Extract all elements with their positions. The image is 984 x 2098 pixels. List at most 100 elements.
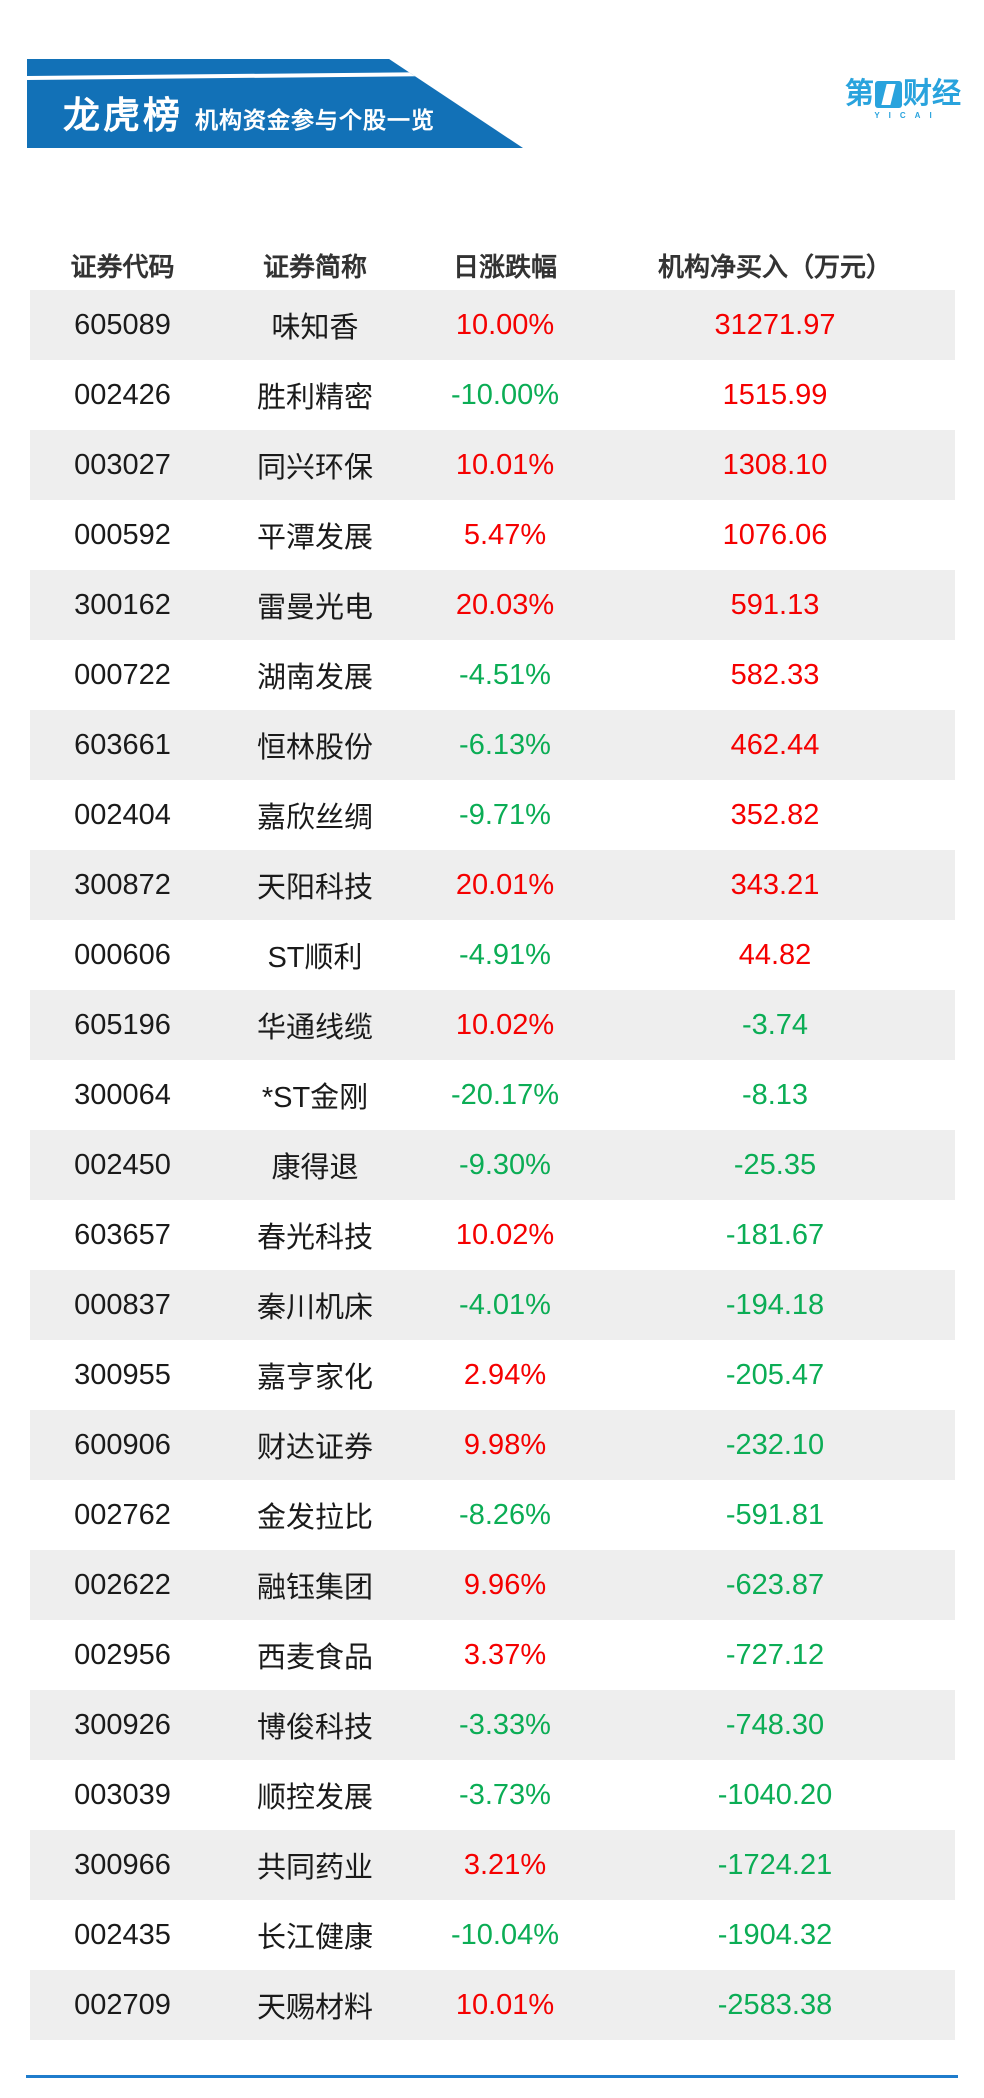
cell-code: 300064: [74, 1078, 171, 1111]
cell-code: 603661: [74, 728, 171, 761]
table-row: 002956 西麦食品 3.37% -727.12: [30, 1620, 955, 1690]
cell-code: 002622: [74, 1568, 171, 1601]
cell-change: -20.17%: [450, 1078, 559, 1111]
table-row: 003039 顺控发展 -3.73% -1040.20: [30, 1760, 955, 1830]
cell-change: 9.96%: [463, 1568, 547, 1601]
cell-change: -9.71%: [459, 798, 551, 831]
cell-code: 300162: [74, 588, 171, 621]
cell-net: -1040.20: [717, 1778, 833, 1811]
cell-code: 002435: [74, 1918, 171, 1951]
cell-net: -181.67: [725, 1218, 825, 1251]
cell-code: 000722: [74, 658, 171, 691]
cell-name: 嘉亨家化: [256, 1362, 373, 1394]
cell-change: -4.91%: [459, 938, 551, 971]
banner-text: 龙虎榜 机构资金参与个股一览: [63, 85, 435, 139]
cell-name: 康得退: [271, 1152, 359, 1184]
cell-change: 2.94%: [463, 1358, 547, 1391]
table-header-row: 证券代码 证券简称 日涨跌幅 机构净买入（万元）: [30, 240, 955, 290]
cell-code: 300872: [74, 868, 171, 901]
cell-code: 600906: [74, 1428, 171, 1461]
banner-subtitle: 机构资金参与个股一览: [195, 107, 435, 133]
table-row: 605196 华通线缆 10.02% -3.74: [30, 990, 955, 1060]
yicai-logo-text: 第 财经: [843, 80, 963, 109]
banner: 龙虎榜 机构资金参与个股一览: [27, 59, 523, 148]
column-header-name: 证券简称: [262, 251, 367, 282]
cell-net: -232.10: [725, 1428, 825, 1461]
cell-net: -194.18: [725, 1288, 825, 1321]
cell-code: 002956: [74, 1638, 171, 1671]
cell-name: 胜利精密: [256, 382, 373, 414]
cell-net: -3.74: [741, 1008, 809, 1041]
cell-net: 1076.06: [722, 518, 828, 551]
cell-change: -3.33%: [459, 1708, 551, 1741]
table-row: 000837 秦川机床 -4.01% -194.18: [30, 1270, 955, 1340]
cell-code: 605196: [74, 1008, 171, 1041]
cell-name: 博俊科技: [256, 1712, 373, 1744]
cell-name: 财达证券: [256, 1432, 373, 1464]
cell-code: 002762: [74, 1498, 171, 1531]
table-row: 603661 恒林股份 -6.13% 462.44: [30, 710, 955, 780]
cell-change: 20.01%: [455, 868, 555, 901]
cell-change: 3.21%: [463, 1848, 547, 1881]
table-row: 603657 春光科技 10.02% -181.67: [30, 1200, 955, 1270]
column-header-change: 日涨跌幅: [452, 251, 557, 282]
cell-change: 20.03%: [455, 588, 555, 621]
cell-name: 华通线缆: [256, 1012, 373, 1044]
cell-name: 味知香: [271, 312, 359, 344]
cell-change: 10.00%: [455, 308, 555, 341]
table-row: 003027 同兴环保 10.01% 1308.10: [30, 430, 955, 500]
cell-change: -8.26%: [459, 1498, 551, 1531]
cell-name: 雷曼光电: [256, 592, 373, 624]
yicai-logo: 第 财经 YICAI: [843, 80, 963, 121]
cell-name: ST顺利: [267, 942, 363, 974]
table-row: 300926 博俊科技 -3.33% -748.30: [30, 1690, 955, 1760]
cell-net: 1515.99: [722, 378, 828, 411]
cell-change: 5.47%: [463, 518, 547, 551]
cell-net: -2583.38: [717, 1988, 833, 2021]
cell-name: 金发拉比: [256, 1502, 373, 1534]
table-row: 300872 天阳科技 20.01% 343.21: [30, 850, 955, 920]
cell-name: 春光科技: [256, 1222, 373, 1254]
cell-name: 同兴环保: [256, 452, 373, 484]
cell-code: 000606: [74, 938, 171, 971]
banner-stripe: [27, 71, 523, 80]
cell-change: 10.01%: [455, 1988, 555, 2021]
table-row: 300064 *ST金刚 -20.17% -8.13: [30, 1060, 955, 1130]
cell-net: 44.82: [738, 938, 812, 971]
table-row: 600906 财达证券 9.98% -232.10: [30, 1410, 955, 1480]
cell-change: -4.01%: [459, 1288, 551, 1321]
logo-char-rest: 财经: [903, 78, 962, 110]
cell-change: -3.73%: [459, 1778, 551, 1811]
cell-net: -1724.21: [717, 1848, 833, 1881]
cell-name: 湖南发展: [256, 662, 373, 694]
cell-code: 300966: [74, 1848, 171, 1881]
cell-code: 003039: [74, 1778, 171, 1811]
cell-name: 天阳科技: [256, 872, 373, 904]
table-row: 300966 共同药业 3.21% -1724.21: [30, 1830, 955, 1900]
cell-name: 融钰集团: [256, 1572, 373, 1604]
banner-title: 龙虎榜: [63, 95, 183, 136]
stock-table: 证券代码 证券简称 日涨跌幅 机构净买入（万元） 605089 味知香 10.0…: [30, 240, 955, 2040]
table-row: 300162 雷曼光电 20.03% 591.13: [30, 570, 955, 640]
logo-subtext: YICAI: [874, 111, 941, 120]
column-header-code: 证券代码: [70, 251, 175, 282]
cell-net: 582.33: [730, 658, 820, 691]
yicai-logo-mark-icon: [875, 81, 902, 108]
table-row: 002404 嘉欣丝绸 -9.71% 352.82: [30, 780, 955, 850]
column-header-net: 机构净买入（万元）: [657, 251, 892, 282]
table-row: 000592 平潭发展 5.47% 1076.06: [30, 500, 955, 570]
cell-name: 顺控发展: [256, 1782, 373, 1814]
cell-net: -8.13: [741, 1078, 809, 1111]
bottom-divider: [26, 2075, 958, 2078]
cell-net: -727.12: [725, 1638, 825, 1671]
table-row: 002709 天赐材料 10.01% -2583.38: [30, 1970, 955, 2040]
cell-net: 343.21: [730, 868, 820, 901]
table-row: 002450 康得退 -9.30% -25.35: [30, 1130, 955, 1200]
cell-change: -4.51%: [459, 658, 551, 691]
cell-net: -623.87: [725, 1568, 825, 1601]
cell-net: 31271.97: [714, 308, 836, 341]
cell-name: 嘉欣丝绸: [256, 802, 373, 834]
cell-change: 9.98%: [463, 1428, 547, 1461]
cell-change: -6.13%: [459, 728, 551, 761]
cell-name: 恒林股份: [256, 732, 373, 764]
